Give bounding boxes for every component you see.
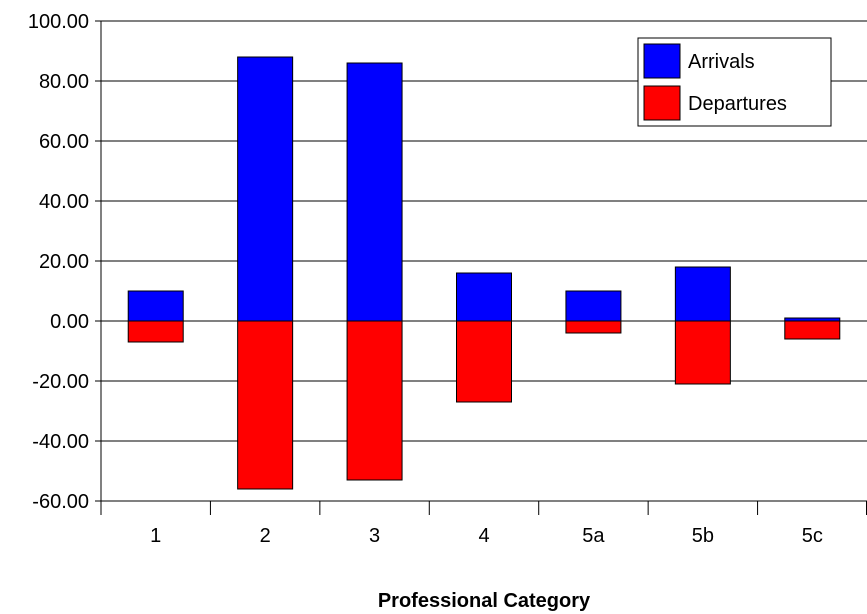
y-tick-label: 80.00 bbox=[39, 71, 89, 93]
legend-label-departures: Departures bbox=[688, 93, 787, 115]
y-tick-label: -20.00 bbox=[32, 371, 89, 393]
bar-arrivals bbox=[674, 266, 731, 322]
legend: Arrivals Departures bbox=[637, 37, 832, 127]
x-tick-label: 3 bbox=[369, 525, 380, 547]
y-tick-label: 100.00 bbox=[28, 11, 89, 33]
bar-arrivals bbox=[346, 62, 403, 322]
x-tick-label: 5a bbox=[582, 525, 605, 547]
bar-arrivals bbox=[127, 290, 184, 322]
y-tick-label: 60.00 bbox=[39, 131, 89, 153]
y-tick-labels: 100.00 80.00 60.00 40.00 20.00 0.00 -20.00 -40.… bbox=[28, 11, 89, 513]
y-tick-label: -60.00 bbox=[32, 491, 89, 513]
bar-departures bbox=[565, 320, 622, 334]
x-tick-label: 5c bbox=[802, 525, 823, 547]
bar-departures bbox=[456, 320, 512, 403]
bar-arrivals bbox=[237, 56, 294, 322]
y-tick-label: 0.00 bbox=[50, 311, 89, 333]
x-axis-label: Professional Category bbox=[378, 590, 591, 612]
bars bbox=[127, 56, 841, 490]
axes bbox=[95, 20, 867, 515]
x-tick-label: 5b bbox=[692, 525, 714, 547]
bar-departures bbox=[784, 320, 841, 340]
bar-arrivals bbox=[565, 290, 622, 322]
y-tick-label: 20.00 bbox=[39, 251, 89, 273]
bar-departures bbox=[346, 320, 403, 481]
y-tick-label: 40.00 bbox=[39, 191, 89, 213]
bar-departures bbox=[127, 320, 184, 343]
legend-label-arrivals: Arrivals bbox=[688, 51, 755, 73]
x-tick-label: 2 bbox=[260, 525, 271, 547]
bar-departures bbox=[674, 320, 731, 385]
x-tick-label: 1 bbox=[150, 525, 161, 547]
bar-arrivals bbox=[456, 272, 512, 322]
bar-departures bbox=[237, 320, 294, 490]
legend-swatch-departures bbox=[643, 85, 681, 121]
x-tick-labels: 1 2 3 4 5a 5b 5c bbox=[150, 525, 823, 547]
y-tick-label: -40.00 bbox=[32, 431, 89, 453]
legend-swatch-arrivals bbox=[643, 43, 681, 79]
x-tick-label: 4 bbox=[478, 525, 489, 547]
